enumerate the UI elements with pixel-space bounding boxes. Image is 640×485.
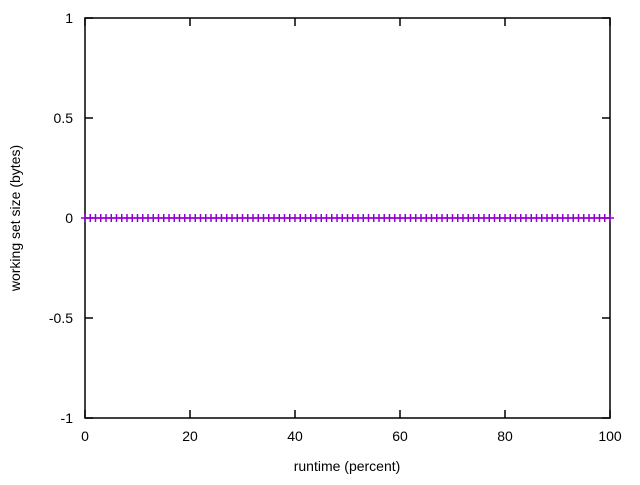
y-tick-label: -0.5 xyxy=(49,310,73,326)
series-markers xyxy=(81,214,614,222)
x-tick-label: 40 xyxy=(287,428,303,444)
x-tick-label: 100 xyxy=(598,428,622,444)
y-tick-label: 1 xyxy=(65,10,73,26)
x-tick-label: 60 xyxy=(392,428,408,444)
x-tick-label: 0 xyxy=(81,428,89,444)
x-tick-label: 80 xyxy=(497,428,513,444)
y-tick-label: 0.5 xyxy=(54,110,74,126)
y-tick-label: -1 xyxy=(61,410,74,426)
y-axis-title: working set size (bytes) xyxy=(7,145,23,292)
x-axis-title: runtime (percent) xyxy=(294,458,401,474)
y-tick-label: 0 xyxy=(65,210,73,226)
x-tick-label: 20 xyxy=(182,428,198,444)
